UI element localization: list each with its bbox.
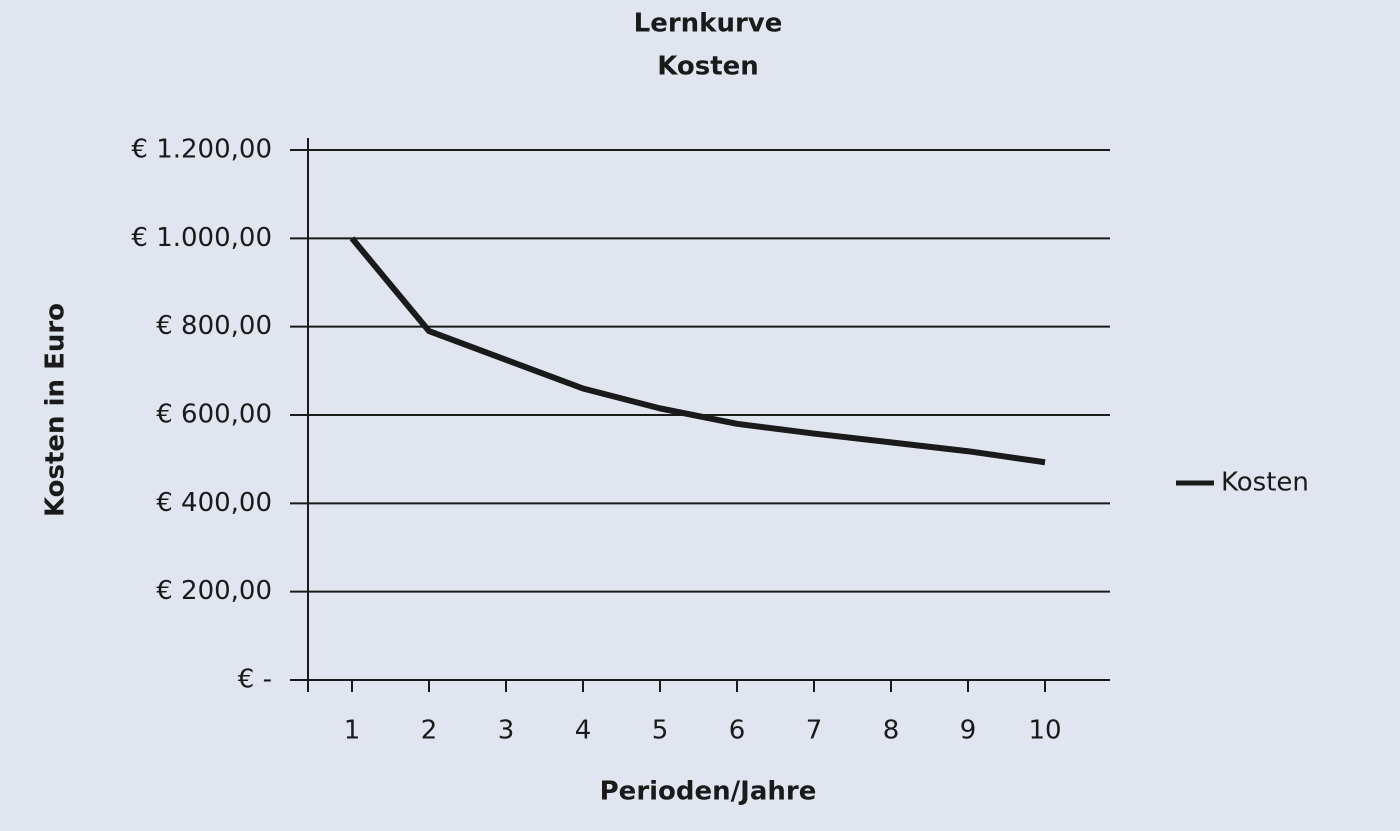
y-tick-label: € 1.000,00 (131, 223, 272, 253)
x-axis-label: Perioden/Jahre (600, 777, 817, 807)
y-tick-label: € - (238, 665, 272, 695)
y-tick-label: € 800,00 (156, 311, 272, 341)
y-tick-label: € 200,00 (156, 576, 272, 606)
x-tick-label: 6 (729, 716, 746, 746)
y-tick-label: € 600,00 (156, 400, 272, 430)
line (349, 236, 1046, 466)
x-tick-label: 1 (344, 716, 361, 746)
y-tick-label: € 1.200,00 (131, 135, 272, 165)
x-tick-label: 5 (652, 716, 669, 746)
x-tick-label: 9 (960, 716, 977, 746)
chart-title: Lernkurve (634, 9, 783, 39)
x-tick-label: 4 (575, 716, 592, 746)
chart-subtitle: Kosten (657, 52, 759, 82)
y-tick-label: € 400,00 (156, 488, 272, 518)
x-tick-label: 3 (498, 716, 515, 746)
x-tick-label: 7 (806, 716, 823, 746)
x-tick-label: 8 (883, 716, 900, 746)
x-tick-label: 10 (1028, 716, 1061, 746)
x-tick-label: 2 (421, 716, 438, 746)
y-axis-label: Kosten in Euro (41, 303, 71, 517)
legend-label: Kosten (1221, 468, 1309, 498)
